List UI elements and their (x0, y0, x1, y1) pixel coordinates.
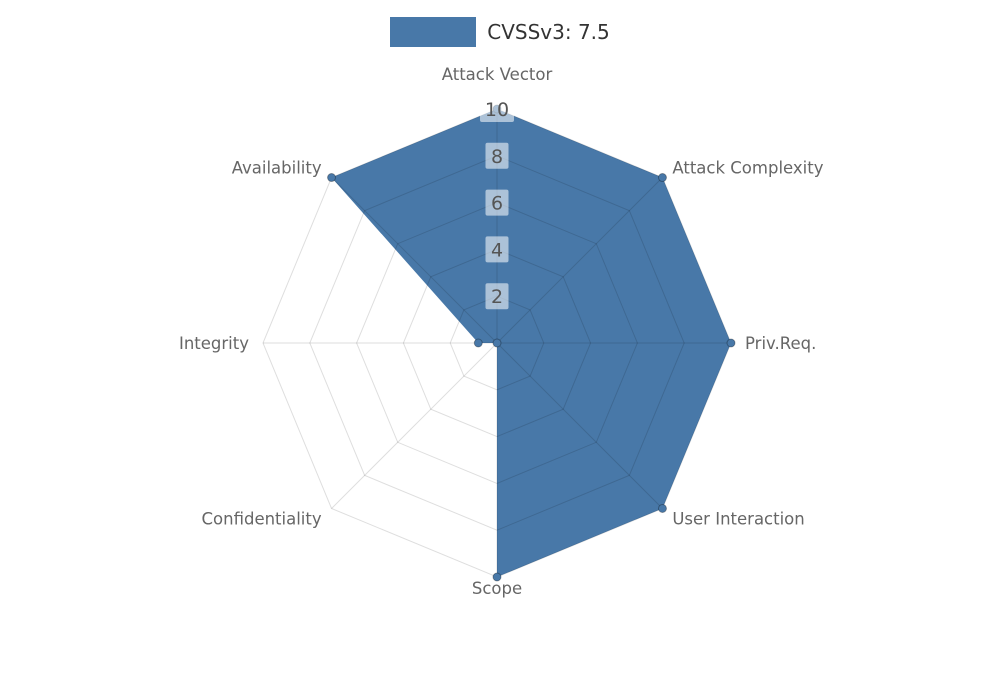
axis-spoke (496, 342, 663, 509)
axis-label-confidentiality: Confidentiality (202, 509, 322, 528)
axis-spoke (331, 342, 498, 509)
axis-spoke (496, 177, 663, 344)
series-point (492, 572, 502, 582)
axis-label-availability: Availability (232, 159, 322, 178)
series-polygon (331, 109, 731, 577)
axis-label-attack-complexity: Attack Complexity (672, 159, 823, 178)
series-point (492, 338, 502, 348)
tick-label: 4 (491, 239, 503, 261)
tick-label-bg (485, 189, 509, 216)
legend: CVSSv3: 7.5 (0, 17, 1000, 47)
axis-label-scope: Scope (472, 579, 522, 598)
series-point (473, 338, 483, 348)
axis-label-attack-vector: Attack Vector (442, 65, 553, 84)
axis-label-user-interaction: User Interaction (672, 509, 804, 528)
grid-ring (309, 155, 685, 531)
axis-spoke (331, 177, 498, 344)
grid-ring (356, 202, 638, 484)
legend-swatch[interactable] (390, 17, 477, 47)
grid-ring (449, 295, 545, 391)
tick-label-bg (480, 96, 514, 122)
series-point (327, 173, 337, 183)
tick-label: 10 (485, 99, 509, 121)
tick-label-bg (485, 283, 509, 310)
tick-label: 8 (491, 146, 503, 168)
tick-label-bg (485, 142, 509, 169)
tick-label-bg (485, 236, 509, 263)
tick-label: 2 (491, 286, 503, 308)
series-point (657, 503, 667, 513)
series-point (726, 338, 736, 348)
series-point (657, 173, 667, 183)
grid-ring (402, 248, 592, 438)
axis-label-integrity: Integrity (179, 334, 249, 353)
legend-label[interactable]: CVSSv3: 7.5 (487, 20, 610, 44)
tick-label: 6 (491, 193, 503, 215)
axis-label-priv-req-: Priv.Req. (745, 334, 816, 353)
